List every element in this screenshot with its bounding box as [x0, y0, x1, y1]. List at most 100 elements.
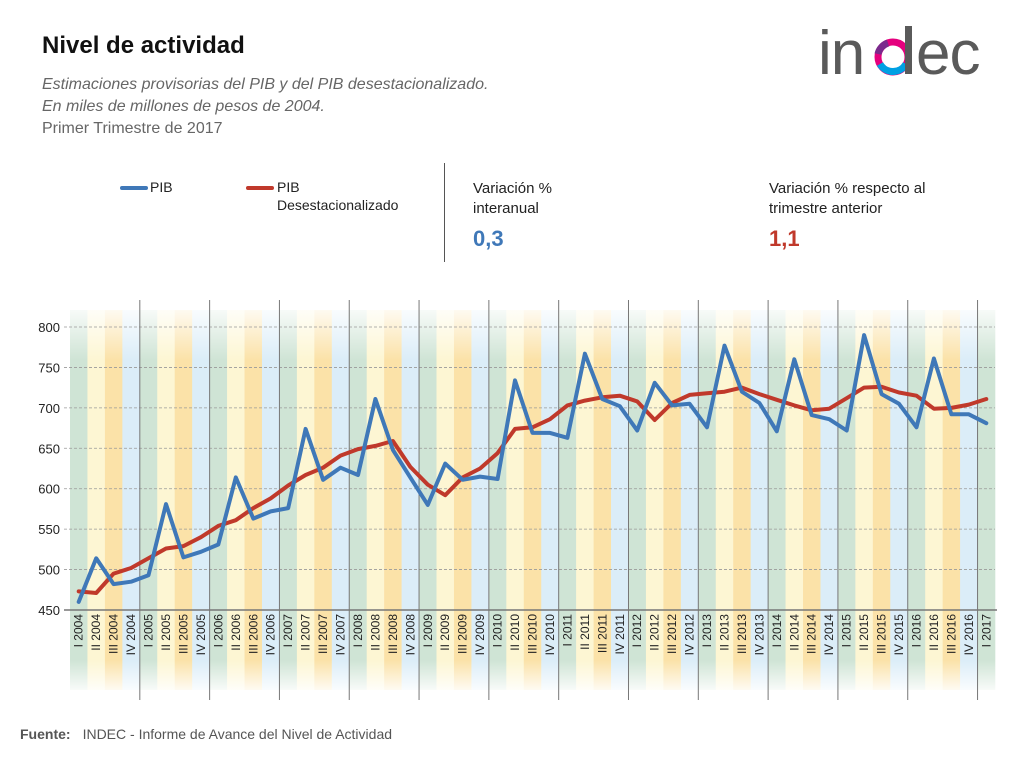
quarter-band [209, 310, 228, 690]
y-tick-label: 750 [38, 360, 60, 375]
legend-desest-line2: Desestacionalizado [277, 197, 399, 213]
y-tick-label: 550 [38, 522, 60, 537]
x-tick-label: II 2010 [508, 614, 522, 651]
quarter-band [750, 310, 769, 690]
x-tick-label: III 2005 [176, 614, 190, 654]
x-tick-label: II 2009 [438, 614, 452, 651]
svg-text:in: in [818, 19, 864, 86]
x-tick-label: IV 2012 [683, 614, 697, 656]
x-tick-label: I 2007 [281, 614, 295, 648]
legend-pib-label: PIB [150, 179, 173, 195]
x-tick-label: III 2011 [595, 614, 609, 653]
quarter-band [157, 310, 176, 690]
x-tick-label: I 2015 [840, 614, 854, 648]
quarter-band [122, 310, 141, 690]
quarter-band [855, 310, 874, 690]
x-tick-label: III 2006 [246, 614, 260, 654]
footer-source: Fuente: INDEC - Informe de Avance del Niv… [20, 726, 392, 742]
interanual-label-line1: Variación % [473, 180, 552, 197]
x-tick-label: III 2012 [665, 614, 679, 654]
x-tick-label: III 2016 [944, 614, 958, 654]
quarter-band [715, 310, 734, 690]
quarter-band [576, 310, 594, 690]
svg-text:ec: ec [916, 19, 979, 86]
quarter-band [384, 310, 402, 690]
source-label: Fuente: [20, 726, 71, 742]
legend-desest-line1: PIB [277, 179, 300, 195]
quarter-band [593, 310, 612, 690]
quarter-band [645, 310, 664, 690]
legend-desest-swatch [246, 186, 274, 190]
x-tick-label: IV 2014 [822, 614, 836, 656]
interanual-label-line2: interanual [473, 200, 539, 217]
x-tick-label: I 2008 [351, 614, 365, 648]
indec-logo: in ec [818, 16, 998, 101]
x-tick-label: I 2004 [72, 614, 86, 648]
quarter-band [890, 310, 909, 690]
x-tick-label: II 2004 [89, 614, 103, 651]
quarter-band [436, 310, 455, 690]
x-tick-label: II 2006 [229, 614, 243, 651]
x-tick-label: I 2011 [560, 614, 574, 647]
subtitle-units: En miles de millones de pesos de 2004. [42, 98, 325, 115]
x-tick-label: III 2008 [386, 614, 400, 654]
x-tick-label: III 2004 [107, 614, 121, 654]
legend-pib-swatch [120, 186, 148, 190]
x-tick-label: I 2016 [909, 614, 923, 648]
trimestral-label-line2: trimestre anterior [769, 200, 883, 217]
interanual-value: 0,3 [473, 226, 504, 251]
x-tick-label: II 2007 [299, 614, 313, 651]
quarter-band [174, 310, 193, 690]
x-tick-label: II 2016 [927, 614, 941, 651]
interanual-label: Variación % interanual [473, 179, 552, 219]
quarter-band [471, 310, 490, 690]
x-tick-label: III 2010 [526, 614, 540, 654]
x-tick-label: I 2009 [421, 614, 435, 648]
x-tick-label: III 2007 [316, 614, 330, 654]
x-tick-label: II 2013 [717, 614, 731, 651]
quarter-band [872, 310, 891, 690]
x-tick-label: II 2011 [578, 614, 592, 650]
quarter-band [733, 310, 751, 690]
x-tick-label: I 2005 [142, 614, 156, 648]
quarter-band [488, 310, 507, 690]
x-tick-label: II 2015 [857, 614, 871, 651]
y-tick-label: 450 [38, 603, 60, 618]
x-tick-label: I 2010 [491, 614, 505, 648]
x-tick-label: IV 2010 [543, 614, 557, 656]
x-tick-label: III 2009 [456, 614, 470, 654]
x-tick-label: IV 2015 [892, 614, 906, 656]
quarter-band [331, 310, 350, 690]
trimestral-label-line1: Variación % respecto al [769, 180, 926, 197]
x-tick-label: II 2005 [159, 614, 173, 651]
x-tick-label: IV 2004 [124, 614, 138, 656]
x-tick-label: I 2012 [630, 614, 644, 648]
quarter-band [87, 310, 106, 690]
quarter-band [244, 310, 263, 690]
x-tick-label: III 2014 [805, 614, 819, 654]
subtitle: Estimaciones provisorias del PIB y del P… [42, 76, 489, 93]
quarter-band [523, 310, 542, 690]
x-tick-label: IV 2011 [613, 614, 627, 655]
y-tick-label: 650 [38, 441, 60, 456]
x-tick-label: II 2008 [368, 614, 382, 651]
quarter-band [104, 310, 123, 690]
quarter-band [349, 310, 367, 690]
y-tick-label: 600 [38, 482, 60, 497]
x-tick-label: III 2015 [875, 614, 889, 654]
x-tick-label: I 2013 [700, 614, 714, 648]
trimestral-value: 1,1 [769, 226, 800, 251]
x-tick-label: II 2012 [648, 614, 662, 651]
quarter-band [192, 310, 210, 690]
quarter-band [401, 310, 420, 690]
quarter-band [139, 310, 158, 690]
x-tick-label: I 2017 [979, 614, 993, 648]
page-title: Nivel de actividad [42, 32, 245, 59]
quarter-band [366, 310, 385, 690]
subtitle-period: Primer Trimestre de 2017 [42, 120, 223, 137]
x-tick-label: I 2006 [211, 614, 225, 648]
x-tick-label: IV 2006 [264, 614, 278, 656]
x-tick-label: IV 2005 [194, 614, 208, 656]
x-tick-label: IV 2008 [403, 614, 417, 656]
